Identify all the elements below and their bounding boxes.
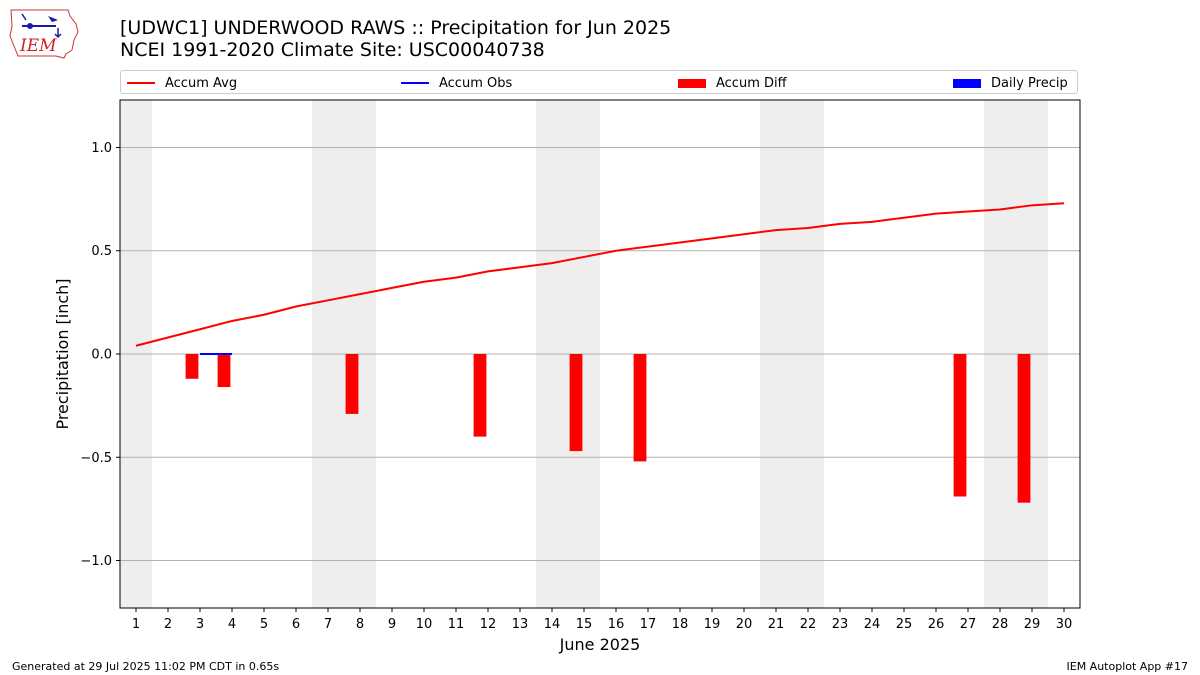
bar-accum-diff-day-3 bbox=[185, 354, 199, 379]
x-tick-label-8: 8 bbox=[356, 617, 364, 632]
legend-item-accum-obs: Accum Obs bbox=[401, 74, 512, 92]
plot-frame bbox=[119, 99, 1081, 609]
bar-accum-diff-day-15 bbox=[569, 354, 583, 452]
x-tick-label-10: 10 bbox=[416, 617, 433, 632]
y-tick-label-1: −0.5 bbox=[80, 451, 112, 466]
legend-item-daily-precip: Daily Precip bbox=[953, 74, 1068, 92]
x-tick-label-9: 9 bbox=[388, 617, 396, 632]
iem-logo: IEM bbox=[8, 6, 80, 60]
legend-label-accum-diff: Accum Diff bbox=[716, 75, 787, 91]
legend-item-accum-avg: Accum Avg bbox=[127, 74, 237, 92]
x-tick-label-27: 27 bbox=[960, 617, 977, 632]
x-tick-label-12: 12 bbox=[480, 617, 497, 632]
x-tick-label-19: 19 bbox=[704, 617, 721, 632]
x-tick-label-26: 26 bbox=[928, 617, 945, 632]
x-tick-label-5: 5 bbox=[260, 617, 268, 632]
x-tick-label-28: 28 bbox=[992, 617, 1009, 632]
x-tick-label-3: 3 bbox=[196, 617, 204, 632]
x-tick-label-18: 18 bbox=[672, 617, 689, 632]
bar-accum-diff-day-12 bbox=[473, 354, 487, 437]
legend-item-accum-diff: Accum Diff bbox=[678, 74, 787, 92]
bar-accum-diff-day-29 bbox=[1017, 354, 1031, 503]
x-tick-label-16: 16 bbox=[608, 617, 625, 632]
bar-accum-diff-day-8 bbox=[345, 354, 359, 414]
legend-swatch-daily-precip bbox=[953, 78, 981, 88]
x-tick-label-29: 29 bbox=[1024, 617, 1041, 632]
svg-text:IEM: IEM bbox=[19, 36, 57, 56]
x-tick-label-6: 6 bbox=[292, 617, 300, 632]
bar-accum-diff-day-4 bbox=[217, 354, 231, 388]
y-axis-label: Precipitation [inch] bbox=[53, 278, 72, 429]
x-tick-label-21: 21 bbox=[768, 617, 785, 632]
x-tick-label-22: 22 bbox=[800, 617, 817, 632]
generated-timestamp: Generated at 29 Jul 2025 11:02 PM CDT in… bbox=[12, 660, 280, 673]
chart-subtitle: NCEI 1991-2020 Climate Site: USC00040738 bbox=[120, 39, 545, 61]
y-tick-label-3: 0.5 bbox=[91, 244, 112, 259]
y-tick-label-2: 0.0 bbox=[91, 348, 112, 363]
line-accum-avg bbox=[135, 202, 1065, 347]
legend-swatch-accum-avg bbox=[127, 82, 155, 84]
x-tick-label-30: 30 bbox=[1056, 617, 1073, 632]
x-tick-label-2: 2 bbox=[164, 617, 172, 632]
legend-swatch-accum-diff bbox=[678, 78, 706, 88]
y-tick-label-4: 1.0 bbox=[91, 141, 112, 156]
iowa-map-logo-icon: IEM bbox=[9, 9, 79, 59]
x-tick-label-4: 4 bbox=[228, 617, 236, 632]
chart-legend: Accum Avg Accum Obs Accum Diff Daily Pre… bbox=[120, 70, 1078, 94]
app-id: IEM Autoplot App #17 bbox=[1066, 660, 1189, 673]
legend-label-accum-obs: Accum Obs bbox=[439, 75, 513, 91]
x-tick-label-14: 14 bbox=[544, 617, 561, 632]
x-tick-label-13: 13 bbox=[512, 617, 529, 632]
chart-title: [UDWC1] UNDERWOOD RAWS :: Precipitation … bbox=[120, 17, 672, 39]
x-tick-label-15: 15 bbox=[576, 617, 593, 632]
x-tick-label-7: 7 bbox=[324, 617, 332, 632]
x-tick-label-17: 17 bbox=[640, 617, 657, 632]
legend-swatch-accum-obs bbox=[401, 82, 429, 84]
x-axis-label: June 2025 bbox=[559, 635, 641, 654]
y-tick-label-0: −1.0 bbox=[80, 554, 112, 569]
bar-accum-diff-day-27 bbox=[953, 354, 967, 497]
x-tick-label-25: 25 bbox=[896, 617, 913, 632]
x-tick-label-23: 23 bbox=[832, 617, 849, 632]
x-tick-label-1: 1 bbox=[132, 617, 140, 632]
x-tick-label-11: 11 bbox=[448, 617, 465, 632]
bar-accum-diff-day-17 bbox=[633, 354, 647, 462]
legend-label-accum-avg: Accum Avg bbox=[165, 75, 238, 91]
x-tick-label-24: 24 bbox=[864, 617, 881, 632]
legend-label-daily-precip: Daily Precip bbox=[991, 75, 1068, 91]
x-tick-label-20: 20 bbox=[736, 617, 753, 632]
